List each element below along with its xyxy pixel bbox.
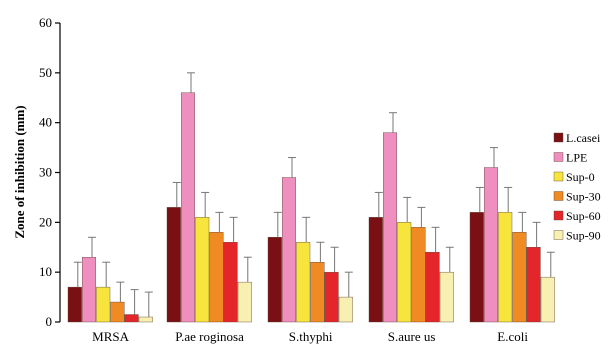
legend-label: Sup-90 — [566, 229, 601, 243]
bar — [397, 222, 412, 323]
bar — [368, 217, 383, 323]
legend-swatch — [553, 132, 564, 143]
bar — [209, 232, 224, 323]
y-tick-label: 60 — [39, 15, 52, 30]
bar — [439, 271, 454, 323]
bar — [96, 286, 111, 323]
legend-swatch — [553, 152, 564, 162]
bar — [124, 314, 139, 323]
bar — [469, 212, 484, 323]
bar — [195, 217, 210, 323]
bar — [166, 207, 181, 323]
bar — [138, 316, 153, 323]
x-category-label: P.ae roginosa — [175, 329, 244, 344]
bar — [223, 242, 238, 323]
y-axis: 0 10 20 30 40 50 60 — [39, 15, 60, 329]
legend: L.casei LPE Sup-0 Sup-30 Sup-60 Sup-90 — [553, 131, 601, 243]
bar — [540, 276, 555, 323]
bar — [81, 257, 96, 323]
error-bars — [73, 72, 555, 318]
bar — [67, 286, 82, 323]
bar — [180, 92, 195, 323]
x-category-label: S.thyphi — [289, 329, 333, 344]
x-category-label: S.aure us — [388, 329, 436, 344]
y-tick-label: 30 — [39, 165, 52, 180]
bar — [526, 247, 541, 323]
bar — [383, 132, 398, 323]
bar — [282, 177, 297, 323]
y-axis-label: Zone of inhibition (mm) — [12, 105, 27, 238]
bar — [324, 271, 339, 323]
legend-label: Sup-0 — [566, 170, 595, 184]
y-tick-label: 20 — [39, 214, 52, 229]
bar — [512, 232, 527, 323]
legend-label: L.casei — [566, 131, 601, 145]
y-tick-label: 0 — [46, 314, 53, 329]
legend-swatch — [553, 171, 564, 182]
legend-swatch — [553, 210, 564, 221]
x-category-label: E.coli — [497, 329, 528, 344]
bar — [310, 262, 325, 323]
legend-label: Sup-30 — [566, 190, 601, 204]
bar — [267, 237, 282, 323]
bar — [338, 296, 353, 323]
y-tick-label: 40 — [39, 115, 52, 130]
bar — [411, 227, 426, 323]
bar — [237, 281, 252, 323]
x-category-label: MRSA — [92, 329, 129, 344]
bar — [498, 212, 513, 323]
y-tick-label: 50 — [39, 65, 52, 80]
y-axis-label-group: Zone of inhibition (mm) — [12, 105, 27, 238]
x-axis: MRSA P.ae roginosa S.thyphi S.aure us E.coli — [92, 329, 528, 344]
bar — [296, 242, 311, 323]
bar — [110, 301, 125, 323]
legend-label: LPE — [566, 151, 587, 165]
y-tick-label: 10 — [39, 264, 52, 279]
legend-label: Sup-60 — [566, 209, 601, 223]
legend-swatch — [553, 230, 564, 240]
legend-swatch — [553, 191, 564, 201]
bar — [484, 167, 499, 323]
bar — [425, 252, 440, 323]
bars — [67, 92, 555, 323]
